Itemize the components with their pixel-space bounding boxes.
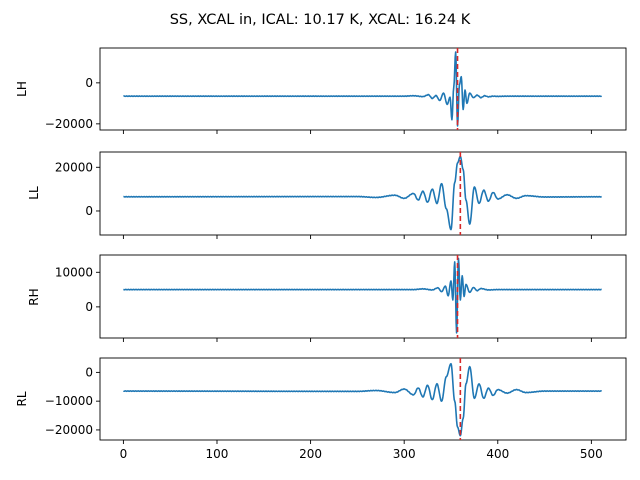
x-ticks: 0 100 200 300 400 500 [120, 440, 603, 461]
y-tick-label: 20000 [55, 160, 93, 174]
y-ticks: 0 −10000 −20000 [45, 365, 100, 437]
y-tick-label: −10000 [45, 394, 93, 408]
x-tick-label: 100 [206, 447, 229, 461]
y-tick-label: 0 [85, 204, 93, 218]
y-ticks: 0 −20000 [45, 76, 100, 131]
axes-frame [99, 254, 627, 339]
figure-title: SS, XCAL in, ICAL: 10.17 K, XCAL: 16.24 … [170, 12, 471, 28]
x-tick-label: 400 [486, 447, 509, 461]
axes-frame [99, 47, 627, 131]
y-axis-label: RL [15, 391, 29, 406]
x-ticks [122, 235, 592, 239]
y-tick-label: 0 [85, 76, 93, 90]
series-line-ll [123, 155, 602, 231]
y-tick-label: −20000 [45, 117, 93, 131]
y-tick-label: −20000 [45, 423, 93, 437]
y-tick-label: 0 [85, 365, 93, 379]
axes-frame [99, 151, 627, 236]
y-ticks: 10000 0 [55, 265, 100, 314]
y-axis-label: LL [27, 186, 41, 200]
x-tick-label: 500 [580, 447, 603, 461]
y-tick-label: 0 [85, 300, 93, 314]
series-line-lh [123, 51, 602, 127]
y-tick-label: 10000 [55, 265, 93, 279]
panel-rh: RH 10000 0 [27, 254, 627, 342]
x-tick-label: 200 [299, 447, 322, 461]
series-line-rh [123, 257, 602, 334]
axes-frame [99, 357, 627, 441]
panel-rl: RL 0 −10000 −20000 0 100 200 300 400 500 [15, 357, 627, 461]
y-axis-label: LH [15, 81, 29, 97]
series-line-rl [123, 362, 602, 437]
x-ticks [122, 130, 592, 134]
y-ticks: 20000 0 [55, 160, 100, 218]
x-tick-label: 300 [393, 447, 416, 461]
x-ticks [122, 338, 592, 342]
panel-lh: LH 0 −20000 [15, 47, 627, 134]
y-axis-label: RH [27, 288, 41, 305]
x-tick-label: 0 [120, 447, 128, 461]
panel-ll: LL 20000 0 [27, 151, 627, 239]
